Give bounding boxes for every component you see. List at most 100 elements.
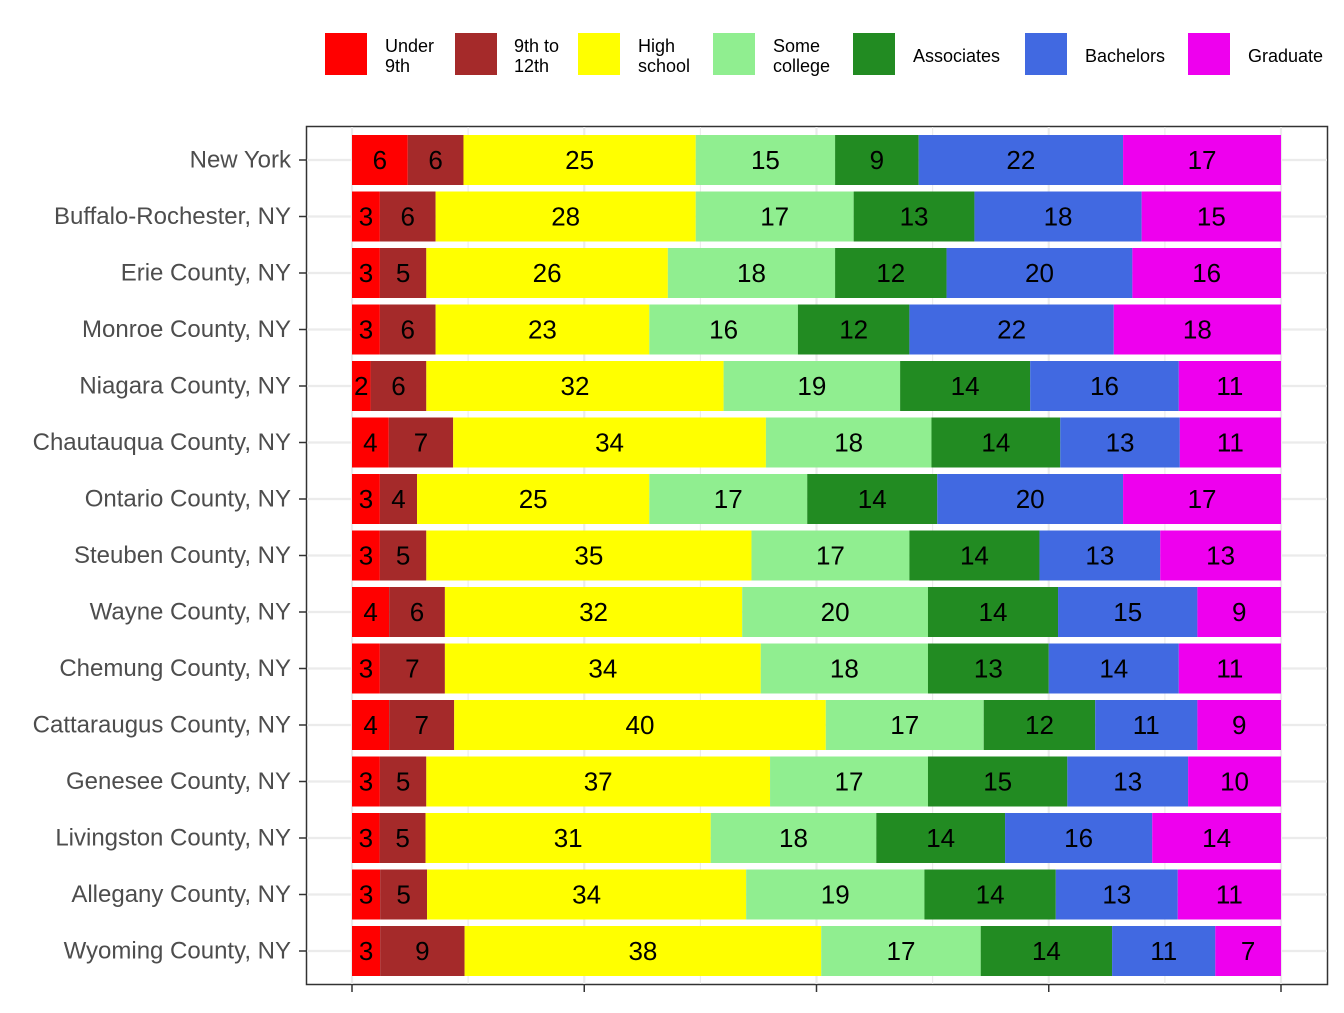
bar-value-label: 3 bbox=[359, 823, 373, 853]
bar-value-label: 13 bbox=[1085, 541, 1114, 571]
bar-value-label: 13 bbox=[1102, 880, 1131, 910]
bar-value-label: 3 bbox=[359, 880, 373, 910]
bar-segment-9th-to-12th bbox=[379, 813, 426, 863]
bar-value-label: 7 bbox=[414, 710, 428, 740]
bar-segment-bachelors bbox=[937, 474, 1124, 524]
bar-value-label: 3 bbox=[359, 654, 373, 684]
bar-segment-associates bbox=[797, 304, 910, 355]
bar-value-label: 2 bbox=[354, 371, 368, 401]
bar-value-label: 34 bbox=[588, 654, 617, 684]
bar-value-label: 14 bbox=[926, 823, 955, 853]
y-axis: New York Buffalo-Rochester, NY Erie County… bbox=[33, 147, 306, 965]
bar-segment-under-9th bbox=[352, 135, 408, 185]
bar-value-label: 11 bbox=[1133, 710, 1160, 740]
bar-value-label: 38 bbox=[628, 936, 657, 966]
bar-segment-graduate bbox=[1179, 417, 1281, 468]
bar-segment-some-college bbox=[710, 813, 877, 863]
bar-segment-under-9th bbox=[352, 756, 380, 807]
bar-value-label: 11 bbox=[1217, 428, 1244, 458]
bar-segment-high-school bbox=[427, 869, 747, 920]
bar-value-label: 18 bbox=[779, 823, 808, 853]
bar-segment-under-9th bbox=[352, 417, 389, 468]
legend-item-associates: Associates bbox=[853, 33, 1000, 75]
bar-value-label: 32 bbox=[560, 371, 589, 401]
bar-value-label: 9 bbox=[1232, 710, 1246, 740]
bar-value-label: 6 bbox=[401, 315, 415, 345]
bar-value-label: 28 bbox=[551, 202, 580, 232]
category-label: Ontario County, NY bbox=[85, 486, 291, 513]
bar-segment-high-school bbox=[425, 813, 711, 863]
bar-value-label: 34 bbox=[572, 880, 601, 910]
bar-segment-9th-to-12th bbox=[379, 191, 436, 242]
bar-value-label: 15 bbox=[983, 767, 1012, 797]
bar-segment-high-school bbox=[454, 700, 826, 750]
category-label: New York bbox=[190, 147, 292, 174]
bar-segment-under-9th bbox=[352, 700, 390, 750]
bar-segment-bachelors bbox=[1095, 700, 1198, 750]
bar-value-label: 16 bbox=[1064, 823, 1093, 853]
bar-value-label: 13 bbox=[900, 202, 929, 232]
bar-segment-9th-to-12th bbox=[407, 135, 464, 185]
bar-value-label: 11 bbox=[1150, 936, 1177, 966]
bar-value-label: 14 bbox=[979, 597, 1008, 627]
legend-key bbox=[1025, 33, 1067, 75]
bar-value-label: 4 bbox=[363, 597, 377, 627]
bar-value-label: 17 bbox=[816, 541, 845, 571]
bar-value-label: 12 bbox=[839, 315, 868, 345]
bar-value-label: 5 bbox=[396, 767, 410, 797]
bar-value-label: 6 bbox=[428, 145, 442, 175]
legend-label: 9th bbox=[385, 56, 410, 76]
bar-segment-graduate bbox=[1123, 474, 1281, 524]
bar-value-label: 6 bbox=[391, 371, 405, 401]
bar-segment-9th-to-12th bbox=[379, 643, 445, 694]
bar-value-label: 13 bbox=[1113, 767, 1142, 797]
bar-value-label: 6 bbox=[401, 202, 415, 232]
bar-segment-associates bbox=[931, 417, 1061, 468]
bar-value-label: 18 bbox=[830, 654, 859, 684]
bar-value-label: 17 bbox=[714, 484, 743, 514]
bar-segment-associates bbox=[983, 700, 1096, 750]
bar-segment-some-college bbox=[695, 135, 836, 185]
bar-segment-associates bbox=[927, 756, 1068, 807]
bar-segment-bachelors bbox=[1005, 813, 1153, 863]
bar-segment-high-school bbox=[426, 530, 752, 581]
bar-segment-bachelors bbox=[1055, 869, 1178, 920]
bar-segment-graduate bbox=[1160, 530, 1281, 581]
bar-row-cattaraugus-county-ny: 4 7 40 17 12 11 9 bbox=[352, 700, 1281, 750]
bar-value-label: 3 bbox=[359, 258, 373, 288]
bar-value-label: 3 bbox=[359, 315, 373, 345]
bar-value-label: 15 bbox=[1197, 202, 1226, 232]
bar-segment-graduate bbox=[1123, 135, 1281, 185]
bar-segment-bachelors bbox=[946, 248, 1133, 298]
bar-segment-graduate bbox=[1132, 248, 1281, 298]
bar-value-label: 3 bbox=[359, 936, 373, 966]
legend-label: 12th bbox=[514, 56, 549, 76]
legend-key bbox=[325, 33, 367, 75]
category-label: Allegany County, NY bbox=[71, 881, 291, 908]
bar-segment-some-college bbox=[649, 304, 798, 355]
category-label: Niagara County, NY bbox=[79, 373, 291, 400]
legend-key bbox=[578, 33, 620, 75]
bar-segment-some-college bbox=[760, 643, 928, 694]
bar-value-label: 3 bbox=[359, 202, 373, 232]
bar-segment-graduate bbox=[1152, 813, 1281, 863]
bar-value-label: 35 bbox=[574, 541, 603, 571]
category-label: Erie County, NY bbox=[121, 260, 291, 287]
bar-segment-under-9th bbox=[352, 248, 380, 298]
bar-segment-associates bbox=[909, 530, 1040, 581]
bar-row-genesee-county-ny: 3 5 37 17 15 13 10 bbox=[352, 756, 1281, 807]
plot-panel-border bbox=[305, 125, 1329, 986]
bar-segment-high-school bbox=[444, 643, 761, 694]
legend-label: High bbox=[638, 36, 675, 56]
bar-segment-9th-to-12th bbox=[380, 926, 465, 976]
bar-value-label: 3 bbox=[359, 541, 373, 571]
category-label: Chautauqua County, NY bbox=[33, 429, 291, 456]
bar-row-new-york: 6 6 25 15 9 22 17 bbox=[352, 135, 1281, 185]
bar-segment-some-college bbox=[742, 587, 928, 637]
bar-value-label: 3 bbox=[359, 767, 373, 797]
bar-segment-under-9th bbox=[352, 474, 380, 524]
bar-segment-9th-to-12th bbox=[389, 587, 445, 637]
bar-segment-some-college bbox=[825, 700, 984, 750]
